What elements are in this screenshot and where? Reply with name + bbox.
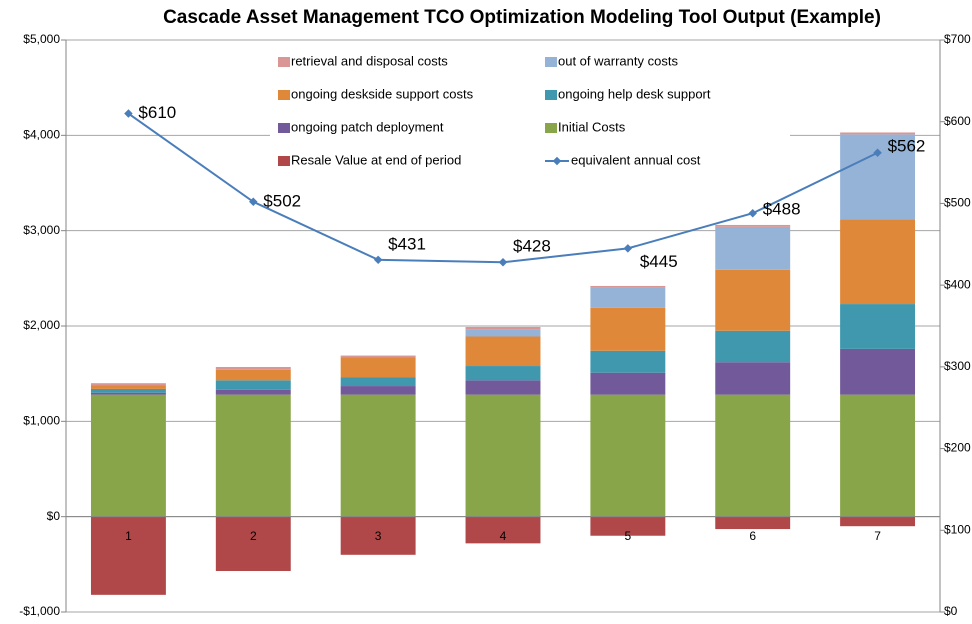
bar-segment bbox=[840, 304, 916, 349]
y-tick-label: $5,000 bbox=[23, 32, 60, 46]
bar-segment bbox=[465, 516, 541, 544]
data-label: $562 bbox=[888, 136, 926, 155]
y2-tick-label: $300 bbox=[944, 359, 971, 373]
legend-swatch bbox=[278, 57, 290, 67]
legend-swatch bbox=[278, 90, 290, 100]
legend-label: Resale Value at end of period bbox=[291, 152, 461, 167]
y2-tick-label: $700 bbox=[944, 32, 971, 46]
bar-segment bbox=[840, 219, 916, 305]
x-tick-label: 4 bbox=[500, 529, 507, 543]
y2-tick-label: $0 bbox=[944, 604, 958, 618]
line-marker bbox=[124, 109, 133, 118]
bar-segment bbox=[465, 336, 541, 367]
x-tick-label: 2 bbox=[250, 529, 257, 543]
legend-label: ongoing help desk support bbox=[558, 86, 711, 101]
legend-label: out of warranty costs bbox=[558, 53, 678, 68]
x-tick-label: 5 bbox=[625, 529, 632, 543]
line-marker bbox=[623, 244, 633, 253]
legend-label: Initial Costs bbox=[558, 119, 626, 134]
y2-tick-label: $500 bbox=[944, 196, 971, 210]
y-tick-label: $2,000 bbox=[23, 318, 60, 332]
legend-label: ongoing deskside support costs bbox=[291, 86, 474, 101]
data-label: $610 bbox=[138, 103, 176, 122]
y2-tick-label: $400 bbox=[944, 277, 971, 291]
bar-segment bbox=[715, 362, 791, 395]
bar-segment bbox=[90, 383, 166, 386]
bar-segment bbox=[465, 326, 541, 330]
bar-segment bbox=[90, 388, 166, 393]
bar-segment bbox=[840, 132, 916, 135]
bar-segment bbox=[465, 329, 541, 337]
bar-segment bbox=[590, 285, 666, 288]
legend-label: retrieval and disposal costs bbox=[291, 53, 448, 68]
bar-segment bbox=[215, 516, 291, 572]
line-marker bbox=[748, 208, 757, 218]
bar-segment bbox=[590, 350, 666, 373]
bar-segment bbox=[340, 357, 416, 378]
y2-tick-label: $100 bbox=[944, 522, 971, 536]
y-tick-label: $0 bbox=[47, 509, 61, 523]
x-tick-label: 7 bbox=[874, 529, 881, 543]
y2-tick-label: $600 bbox=[944, 114, 971, 128]
legend-label: equivalent annual cost bbox=[571, 152, 701, 167]
bar-segment bbox=[90, 392, 166, 395]
bar-segment bbox=[840, 516, 916, 527]
data-label: $488 bbox=[763, 200, 801, 219]
bar-segment bbox=[340, 394, 416, 517]
bar-segment bbox=[840, 134, 916, 220]
bar-segment bbox=[590, 372, 666, 395]
bar-segment bbox=[90, 394, 166, 517]
data-label: $431 bbox=[388, 234, 426, 253]
legend: retrieval and disposal costs out of warra… bbox=[270, 46, 790, 178]
bar-segment bbox=[715, 394, 791, 517]
bar-segment bbox=[215, 389, 291, 395]
bar-segment bbox=[465, 394, 541, 517]
line-marker bbox=[373, 255, 383, 265]
legend-swatch bbox=[545, 57, 557, 67]
bar-segment bbox=[90, 385, 166, 389]
y2-tick-label: $200 bbox=[944, 441, 971, 455]
legend-box bbox=[270, 46, 790, 178]
bar-segment bbox=[465, 366, 541, 381]
bar-segment bbox=[215, 366, 291, 370]
chart-title: Cascade Asset Management TCO Optimizatio… bbox=[163, 7, 881, 28]
bar-segment bbox=[715, 224, 791, 227]
y-tick-label: $3,000 bbox=[23, 223, 60, 237]
bar-segment bbox=[215, 369, 291, 381]
bar-segment bbox=[215, 394, 291, 517]
bar-segment bbox=[715, 516, 791, 530]
bar-segment bbox=[840, 394, 916, 517]
bar-segment bbox=[715, 269, 791, 331]
bar-segment bbox=[465, 380, 541, 395]
bar-segment bbox=[340, 386, 416, 395]
data-label: $502 bbox=[263, 191, 301, 210]
bar-segment bbox=[340, 355, 416, 358]
bar-segment bbox=[590, 394, 666, 517]
bar-segment bbox=[715, 330, 791, 363]
x-tick-label: 6 bbox=[749, 529, 756, 543]
data-label: $445 bbox=[640, 252, 678, 271]
legend-label: ongoing patch deployment bbox=[291, 119, 444, 134]
bar-segment bbox=[215, 380, 291, 390]
line-marker bbox=[498, 258, 508, 267]
bar-segment bbox=[590, 287, 666, 308]
bar-segment bbox=[715, 226, 791, 270]
y-tick-label: -$1,000 bbox=[19, 604, 60, 618]
y-tick-label: $4,000 bbox=[23, 128, 60, 142]
bar-segment bbox=[90, 516, 166, 595]
bar-segment bbox=[340, 377, 416, 387]
data-label: $428 bbox=[513, 237, 551, 256]
bar-segment bbox=[590, 516, 666, 536]
bar-segment bbox=[340, 516, 416, 555]
bar-segment bbox=[840, 348, 916, 395]
legend-swatch bbox=[278, 156, 290, 166]
x-tick-label: 3 bbox=[375, 529, 382, 543]
legend-swatch bbox=[278, 123, 290, 133]
y-tick-label: $1,000 bbox=[23, 414, 60, 428]
legend-swatch bbox=[545, 90, 557, 100]
legend-swatch bbox=[545, 123, 557, 133]
bar-segment bbox=[590, 307, 666, 351]
x-tick-label: 1 bbox=[125, 529, 132, 543]
